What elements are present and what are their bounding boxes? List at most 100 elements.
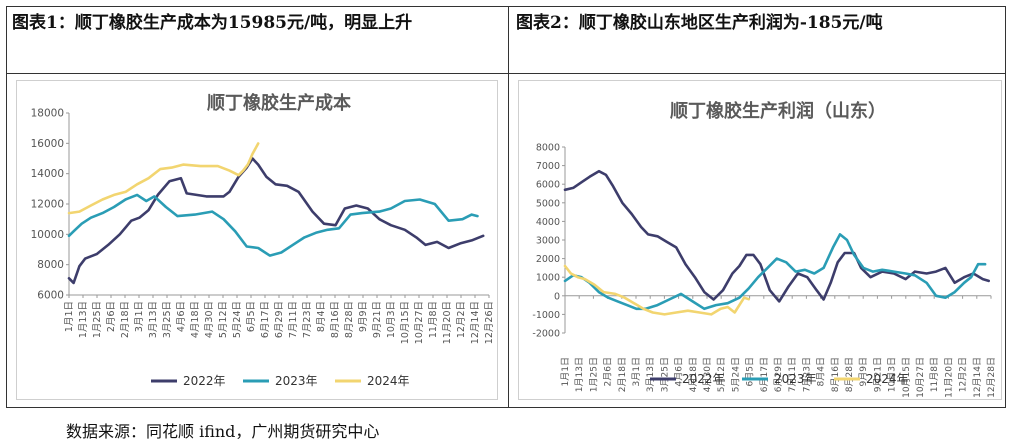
x-tick-label: 4月18日 xyxy=(190,301,201,338)
x-tick-label: 10月27日 xyxy=(915,357,926,398)
data-source-note: 数据来源：同花顺 ifind，广州期货研究中心 xyxy=(66,422,380,441)
x-tick-label: 2月6日 xyxy=(603,357,614,386)
y-tick-label: 18000 xyxy=(31,108,64,120)
x-tick-label: 3月25日 xyxy=(659,357,670,392)
x-tick-label: 6月5日 xyxy=(246,301,257,332)
legend-label: 2024年 xyxy=(866,372,909,386)
x-tick-label: 6月17日 xyxy=(260,301,271,338)
y-tick-label: 10000 xyxy=(31,229,64,241)
profit-chart-svg: 顺丁橡胶生产利润（山东） -2000 -1000 0 1000 2000 3000 4000 5… xyxy=(532,100,997,398)
legend-label: 2024年 xyxy=(367,374,410,388)
x-tick-label: 10月3日 xyxy=(887,357,898,392)
y-tick-label: 12000 xyxy=(31,199,64,211)
x-tick-label: 8月16日 xyxy=(330,301,341,338)
x-tick-label: 12月2日 xyxy=(456,301,467,338)
y-tick-label: 3000 xyxy=(536,236,560,247)
x-tick-label: 12月2日 xyxy=(958,357,969,392)
x-tick-label: 6月29日 xyxy=(773,357,784,392)
y-tick-label: -1000 xyxy=(532,310,560,321)
figure-frame xyxy=(6,6,1006,408)
x-tick-label: 11月8日 xyxy=(929,357,940,392)
legend-label: 2022年 xyxy=(183,374,226,388)
x-tick-label: 9月21日 xyxy=(372,301,383,338)
x-tick-label: 9月9日 xyxy=(358,301,369,332)
x-tick-label: 8月4日 xyxy=(316,301,327,332)
x-tick-label: 7月23日 xyxy=(302,301,313,338)
cost-chart-svg: 顺丁橡胶生产成本 6000 8000 10000 12000 14000 16000 1800… xyxy=(31,92,495,388)
x-tick-label: 1月25日 xyxy=(92,301,103,338)
series-line-2022年 xyxy=(563,169,990,303)
y-tick-label: 6000 xyxy=(536,180,560,191)
y-tick-label: 0 xyxy=(554,291,560,302)
x-tick-label: 7月11日 xyxy=(787,357,798,392)
x-tick-label: 10月27日 xyxy=(414,301,425,344)
x-tick-label: 2月6日 xyxy=(106,301,117,332)
cost-chart: 顺丁橡胶生产成本 6000 8000 10000 12000 14000 16000 1800… xyxy=(16,80,498,400)
x-tick-label: 4月18日 xyxy=(688,357,699,392)
x-tick-label: 12月26日 xyxy=(484,301,495,344)
x-tick-label: 1月1日 xyxy=(560,357,571,386)
x-tick-label: 5月12日 xyxy=(716,357,727,392)
x-tick-label: 4月6日 xyxy=(176,301,187,332)
y-tick-label: -2000 xyxy=(532,329,560,340)
x-tick-label: 1月13日 xyxy=(78,301,89,338)
x-tick-label: 11月20日 xyxy=(943,357,954,398)
legend-label: 2023年 xyxy=(275,374,318,388)
x-tick-label: 12月14日 xyxy=(972,357,983,398)
x-tick-label: 3月1日 xyxy=(631,357,642,386)
x-tick-label: 7月23日 xyxy=(801,357,812,392)
x-tick-label: 4月30日 xyxy=(702,357,713,392)
x-tick-label: 4月6日 xyxy=(674,357,685,386)
x-tick-label: 3月13日 xyxy=(645,357,656,392)
panel-divider-vertical xyxy=(508,6,509,408)
x-tick-label: 5月24日 xyxy=(232,301,243,338)
caption-left: 图表1：顺丁橡胶生产成本为15985元/吨，明显上升 xyxy=(12,13,413,33)
x-tick-label: 6月17日 xyxy=(759,357,770,392)
x-tick-label: 8月28日 xyxy=(344,301,355,338)
x-tick-label: 10月15日 xyxy=(901,357,912,398)
x-tick-label: 3月1日 xyxy=(134,301,145,332)
x-tick-label: 1月25日 xyxy=(588,357,599,392)
y-tick-label: 2000 xyxy=(536,254,560,265)
x-tick-label: 12月14日 xyxy=(470,301,481,344)
caption-right: 图表2：顺丁橡胶山东地区生产利润为-185元/吨 xyxy=(516,13,883,33)
x-tick-label: 11月8日 xyxy=(428,301,439,338)
y-tick-label: 1000 xyxy=(536,273,560,284)
panel-divider-horizontal xyxy=(6,73,1006,74)
x-tick-label: 9月9日 xyxy=(858,357,869,386)
series-line-2024年 xyxy=(67,142,260,215)
y-tick-label: 5000 xyxy=(536,198,560,209)
x-tick-label: 6月5日 xyxy=(745,357,756,386)
x-tick-label: 2月18日 xyxy=(617,357,628,392)
y-tick-label: 16000 xyxy=(31,138,64,150)
x-tick-label: 8月28日 xyxy=(844,357,855,392)
y-tick-label: 8000 xyxy=(536,143,560,154)
legend-label: 2023年 xyxy=(774,372,817,386)
x-tick-label: 9月21日 xyxy=(872,357,883,392)
legend-label: 2022年 xyxy=(682,372,725,386)
series-line-2023年 xyxy=(67,193,479,257)
x-tick-label: 10月3日 xyxy=(386,301,397,338)
x-tick-label: 10月15日 xyxy=(400,301,411,344)
chart-title: 顺丁橡胶生产利润（山东） xyxy=(670,100,886,122)
y-tick-label: 6000 xyxy=(37,290,64,302)
y-tick-label: 7000 xyxy=(536,161,560,172)
x-tick-label: 11月20日 xyxy=(442,301,453,344)
x-tick-label: 12月28日 xyxy=(986,357,997,398)
series-line-2023年 xyxy=(563,233,987,311)
y-tick-label: 8000 xyxy=(37,259,64,271)
x-tick-label: 8月4日 xyxy=(816,357,827,386)
profit-chart: 顺丁橡胶生产利润（山东） -2000 -1000 0 1000 2000 3000 4000 5… xyxy=(518,80,1002,400)
series-line-2024年 xyxy=(563,264,750,316)
x-tick-label: 3月25日 xyxy=(162,301,173,338)
x-tick-label: 1月13日 xyxy=(574,357,585,392)
y-tick-label: 14000 xyxy=(31,168,64,180)
y-tick-label: 4000 xyxy=(536,217,560,228)
x-tick-label: 6月29日 xyxy=(274,301,285,338)
x-tick-label: 5月12日 xyxy=(218,301,229,338)
chart-title: 顺丁橡胶生产成本 xyxy=(207,92,351,114)
x-tick-label: 3月13日 xyxy=(148,301,159,338)
x-tick-label: 5月24日 xyxy=(730,357,741,392)
x-tick-label: 8月16日 xyxy=(830,357,841,392)
x-tick-label: 2月18日 xyxy=(120,301,131,338)
